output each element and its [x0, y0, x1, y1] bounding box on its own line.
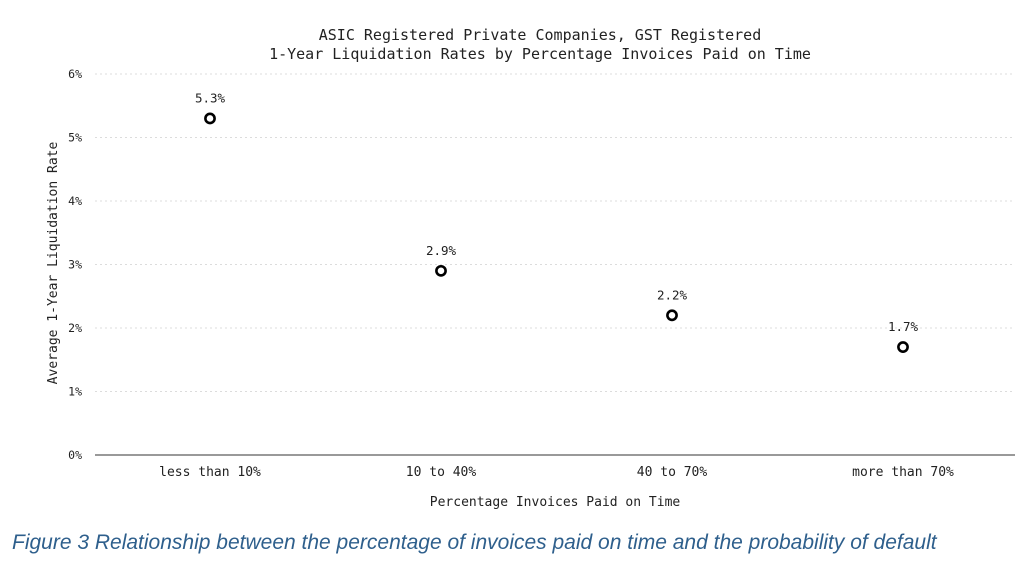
data-point	[897, 341, 909, 353]
data-labels: 5.3% 2.9% 2.2% 1.7%	[195, 90, 919, 334]
x-tick-label: 10 to 40%	[406, 465, 477, 480]
chart-title-line-2: 1-Year Liquidation Rates by Percentage I…	[269, 45, 811, 63]
x-tick-label: more than 70%	[852, 465, 954, 480]
x-tick-label: 40 to 70%	[637, 465, 708, 480]
data-label: 2.2%	[657, 287, 688, 302]
y-tick-label: 3%	[68, 258, 82, 272]
data-label: 2.9%	[426, 243, 457, 258]
y-tick-label: 0%	[68, 448, 82, 462]
y-axis-ticks: 0% 1% 2% 3% 4% 5% 6%	[68, 67, 82, 462]
figure-caption: Figure 3 Relationship between the percen…	[12, 531, 937, 554]
x-tick-label: less than 10%	[159, 465, 261, 480]
y-tick-label: 6%	[68, 67, 82, 81]
y-tick-label: 4%	[68, 194, 82, 208]
y-tick-label: 2%	[68, 321, 82, 335]
data-points	[204, 112, 909, 353]
data-label: 5.3%	[195, 90, 226, 105]
gridlines	[95, 73, 1015, 392]
data-label: 1.7%	[888, 319, 919, 334]
x-axis-label: Percentage Invoices Paid on Time	[430, 495, 681, 510]
y-axis-label: Average 1-Year Liquidation Rate	[46, 142, 61, 385]
data-point	[666, 309, 678, 322]
chart-title-line-1: ASIC Registered Private Companies, GST R…	[319, 26, 762, 44]
chart-title: ASIC Registered Private Companies, GST R…	[269, 26, 811, 63]
y-tick-label: 5%	[68, 131, 82, 145]
data-point	[435, 264, 447, 277]
x-axis-ticks: less than 10% 10 to 40% 40 to 70% more than…	[159, 465, 954, 480]
y-tick-label: 1%	[68, 385, 82, 399]
data-point	[204, 112, 216, 125]
